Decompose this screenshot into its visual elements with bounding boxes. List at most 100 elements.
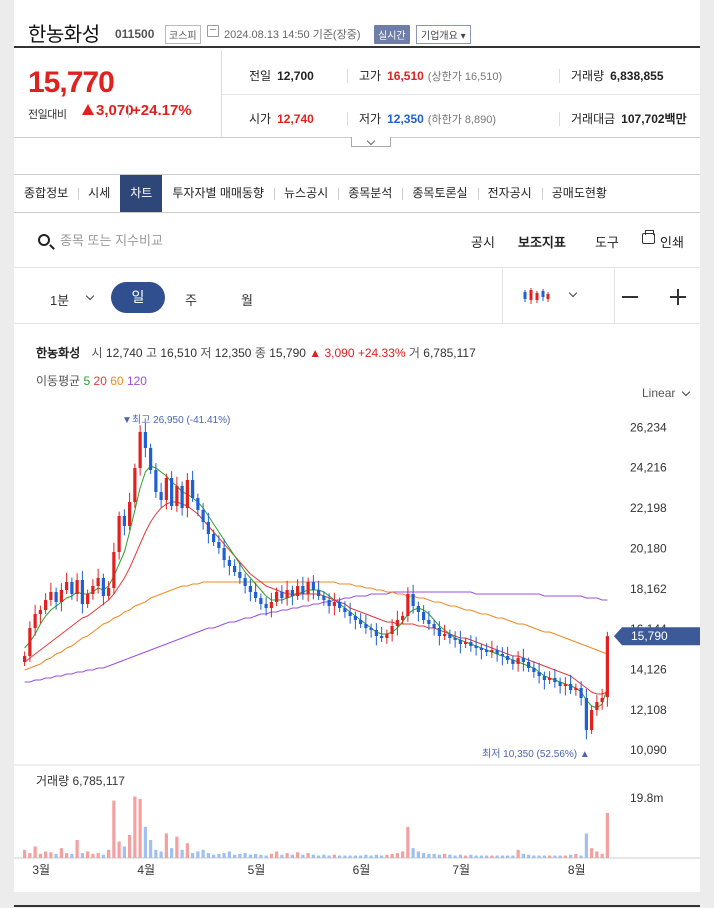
candle-body: [191, 480, 195, 498]
candle-body: [506, 656, 510, 660]
volume-bar: [521, 853, 525, 858]
volume-bar: [527, 854, 531, 858]
volume-bar: [91, 853, 95, 858]
print-button[interactable]: 인쇄: [660, 235, 684, 250]
volume-bar: [338, 855, 342, 858]
volume-bar: [175, 836, 179, 858]
zoom-out-icon[interactable]: [622, 296, 638, 298]
tab-8[interactable]: 공매도현황: [541, 175, 617, 212]
y-tick-label: 18,162: [630, 582, 667, 596]
zoom-in-icon[interactable]: [670, 290, 686, 303]
tab-3[interactable]: 투자자별 매매동향: [172, 186, 265, 200]
scale-label: Linear: [642, 386, 676, 400]
tab-2[interactable]: 차트: [120, 175, 163, 212]
candle-body: [348, 612, 352, 616]
search-icon[interactable]: [38, 234, 50, 246]
volume-bar: [75, 839, 79, 858]
current-price-tag: [614, 627, 700, 646]
volume-bar: [380, 855, 384, 858]
period-selector: 1분 일 주 월: [14, 269, 700, 324]
volume-bar: [479, 855, 483, 858]
candle-body: [542, 676, 546, 680]
tab-1[interactable]: 시세: [78, 175, 120, 212]
moving-average-legend: 이동평균 5 20 60 120: [36, 372, 147, 389]
volume-bar: [422, 853, 426, 858]
period-week-button[interactable]: 주: [185, 293, 197, 308]
price-change-value: 3,070: [96, 102, 134, 119]
volume-bar: [322, 854, 326, 858]
candle-body: [327, 600, 331, 606]
candle-body: [427, 620, 431, 624]
ma120-legend[interactable]: 120: [126, 374, 147, 388]
volume-bar: [600, 853, 604, 858]
close-val: 15,790: [269, 346, 306, 360]
candle-body: [243, 578, 247, 586]
ma60-legend[interactable]: 60: [110, 374, 124, 388]
realtime-badge[interactable]: 실시간: [374, 25, 410, 44]
expand-toggle-button[interactable]: [351, 137, 391, 147]
tools-button[interactable]: 도구: [595, 235, 619, 250]
open-price: 시가 12,740: [249, 110, 314, 127]
divider: [502, 269, 503, 324]
current-price: 15,770: [28, 66, 115, 99]
print-icon[interactable]: [642, 230, 655, 244]
up-arrow-icon: [82, 104, 94, 115]
volume-bar: [33, 846, 37, 858]
indicator-button[interactable]: 보조지표: [518, 235, 566, 250]
price-chart[interactable]: 26,23424,21622,19820,18018,16216,14414,1…: [14, 400, 700, 890]
candle-body: [595, 702, 599, 710]
volume-bar: [343, 855, 347, 858]
period-day-button[interactable]: 일: [111, 282, 165, 313]
candle-body: [432, 624, 436, 628]
period-month-button[interactable]: 월: [241, 293, 253, 308]
company-overview-button[interactable]: 기업개요 ▾: [416, 25, 471, 44]
volume-bar: [238, 853, 242, 858]
candle-body: [86, 594, 90, 604]
y-tick-label: 14,126: [630, 662, 667, 676]
amount-value: 107,702백만: [621, 112, 687, 126]
volume-bar: [401, 851, 405, 858]
open-value: 12,740: [277, 112, 314, 126]
chevron-down-icon[interactable]: [568, 288, 578, 298]
candle-body: [317, 590, 321, 596]
low-label: 저가: [359, 112, 382, 126]
market-badge: 코스피: [165, 25, 201, 44]
candle-body: [563, 684, 567, 686]
chevron-down-icon[interactable]: [85, 291, 95, 301]
volume-bar: [485, 855, 489, 858]
candle-body: [353, 616, 357, 620]
volume-bar: [222, 853, 226, 858]
ma5-legend[interactable]: 5: [83, 374, 91, 388]
volume-bar: [259, 854, 263, 858]
candle-body: [222, 548, 226, 560]
candle-body: [474, 646, 478, 648]
tab-0[interactable]: 종합정보: [24, 186, 69, 200]
candle-chart-type-icon[interactable]: [522, 286, 550, 306]
volume-bar: [44, 851, 48, 858]
high-val: 16,510: [160, 346, 198, 360]
volume-bar: [264, 855, 268, 858]
volume-bar: [201, 849, 205, 858]
scale-select[interactable]: Linear: [642, 386, 690, 400]
ma20-line: [24, 501, 608, 695]
volume-tick: 19.8m: [630, 791, 663, 805]
minute-interval-select[interactable]: 1분: [50, 293, 70, 308]
volume-bar: [117, 841, 121, 858]
tab-5[interactable]: 종목분석: [338, 175, 402, 212]
tab-4[interactable]: 뉴스공시: [274, 175, 338, 212]
candle-body: [569, 684, 573, 690]
volume-bar: [353, 855, 357, 858]
ma20-legend[interactable]: 20: [93, 374, 107, 388]
compare-search-input[interactable]: [60, 230, 260, 250]
candle-body: [558, 682, 562, 686]
notice-button[interactable]: 공시: [471, 235, 495, 250]
candle-body: [495, 650, 499, 654]
divider: [347, 69, 348, 83]
candle-body: [143, 432, 147, 448]
candle-body: [374, 630, 378, 636]
candle-body: [311, 582, 315, 590]
divider: [347, 112, 348, 126]
tab-7[interactable]: 전자공시: [477, 175, 542, 212]
tab-6[interactable]: 종목토론실: [402, 175, 477, 212]
volume-bar: [65, 853, 69, 858]
